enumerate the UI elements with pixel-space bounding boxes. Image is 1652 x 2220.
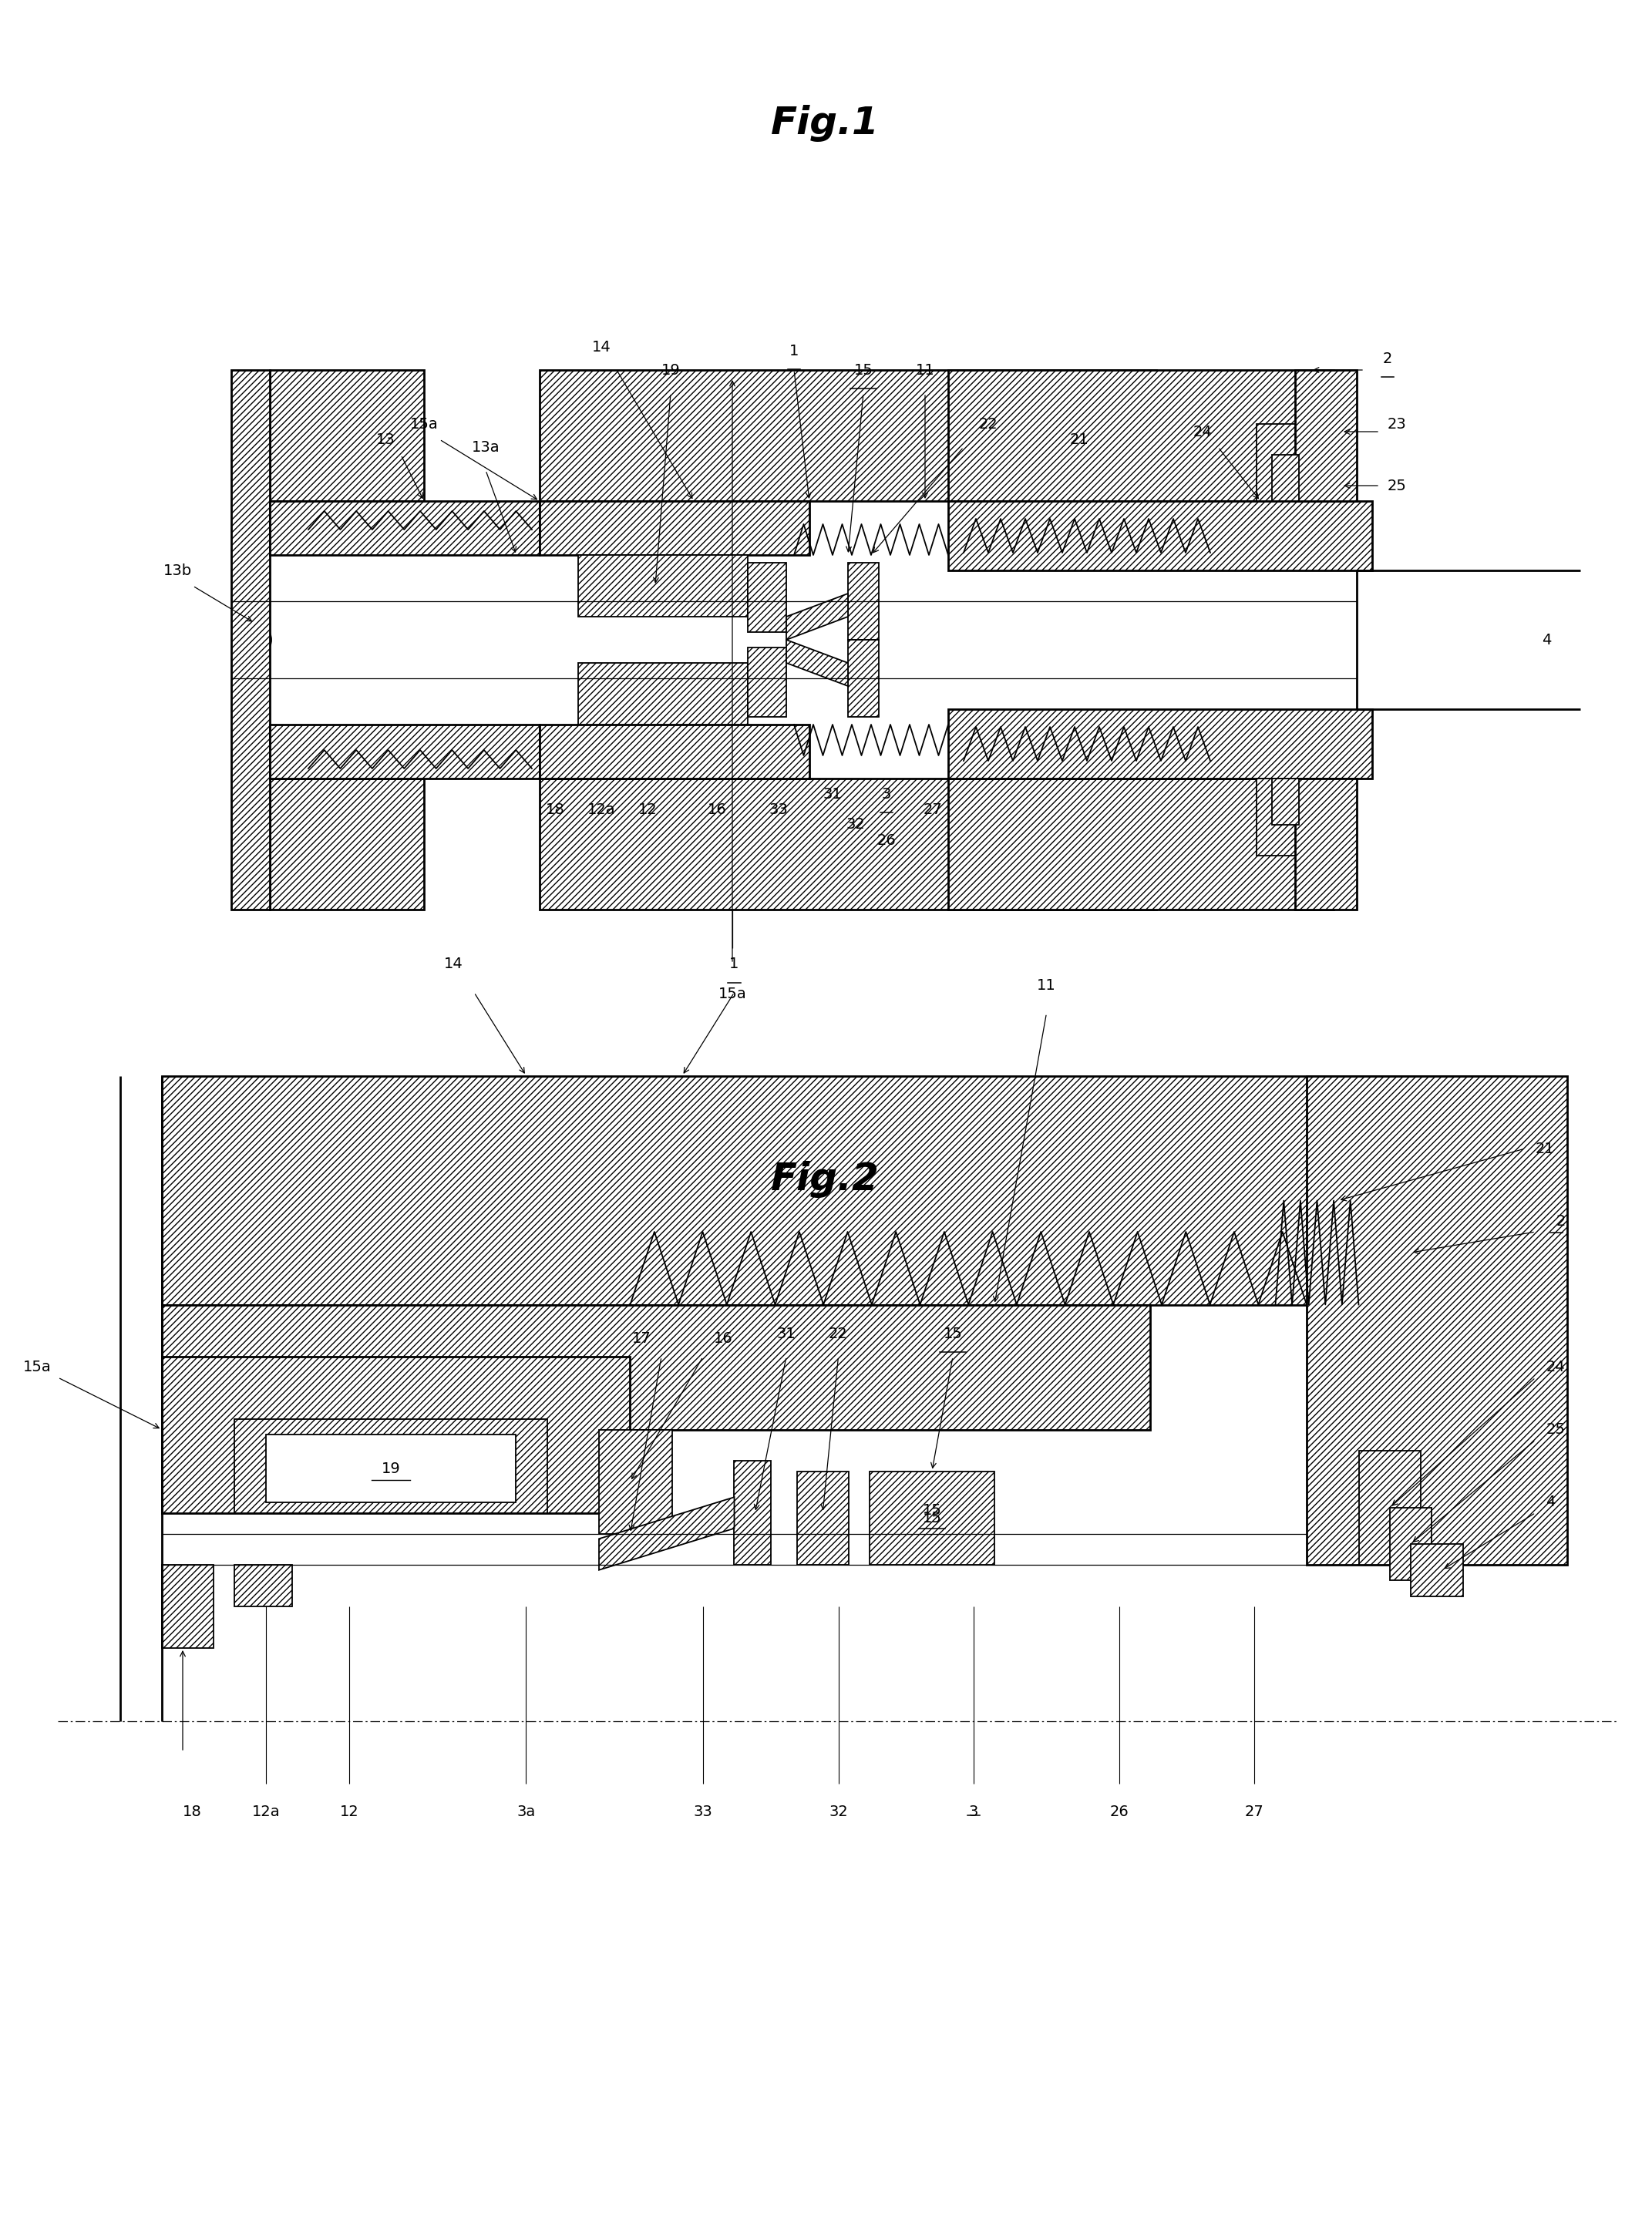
Bar	[162, 1356, 629, 1512]
Bar	[948, 708, 1373, 779]
Text: 13a: 13a	[471, 440, 501, 455]
Text: 4: 4	[1546, 1494, 1556, 1510]
Text: 2: 2	[1383, 351, 1393, 366]
Text: 25: 25	[1546, 1423, 1564, 1436]
Bar	[1389, 1507, 1432, 1581]
Bar	[540, 724, 809, 779]
Polygon shape	[786, 639, 847, 686]
Bar	[578, 555, 748, 617]
Bar	[796, 1472, 849, 1565]
Bar	[847, 639, 879, 717]
Bar	[748, 648, 786, 717]
Bar	[1272, 455, 1298, 502]
Text: 16: 16	[714, 1332, 732, 1345]
Bar	[235, 1565, 292, 1607]
Text: 33: 33	[770, 801, 788, 817]
Text: Fig.2: Fig.2	[770, 1161, 879, 1199]
Bar	[1272, 779, 1298, 826]
Text: 19: 19	[382, 1461, 400, 1476]
Text: 18: 18	[545, 801, 565, 817]
Text: 33: 33	[694, 1805, 712, 1818]
Text: 18: 18	[183, 1805, 202, 1818]
Text: 11: 11	[1037, 977, 1056, 992]
Bar	[266, 1434, 515, 1503]
Text: 21: 21	[1070, 433, 1089, 446]
Text: 2: 2	[1556, 1214, 1566, 1228]
Text: 23: 23	[1388, 417, 1406, 431]
Text: 15: 15	[922, 1510, 942, 1525]
Bar	[162, 1077, 1515, 1305]
Text: 3: 3	[968, 1805, 978, 1818]
Text: 19: 19	[661, 364, 681, 377]
Text: 3a: 3a	[517, 1805, 535, 1818]
Text: Fig.1: Fig.1	[770, 104, 879, 142]
Bar	[1307, 1077, 1566, 1565]
Text: 26: 26	[1110, 1805, 1128, 1818]
Bar	[733, 1461, 771, 1565]
Bar	[948, 371, 1333, 502]
Bar	[748, 562, 786, 633]
Bar	[540, 502, 809, 555]
Text: 1: 1	[730, 957, 738, 972]
Bar	[162, 1565, 213, 1647]
Text: 12: 12	[638, 801, 657, 817]
Text: 15a: 15a	[410, 417, 438, 431]
Text: 27: 27	[923, 801, 942, 817]
Text: 4: 4	[1541, 633, 1551, 646]
Bar	[1295, 779, 1356, 910]
Text: 15a: 15a	[23, 1359, 51, 1374]
Text: 14: 14	[591, 340, 611, 355]
Text: 22: 22	[980, 417, 998, 431]
Text: 13b: 13b	[164, 564, 192, 577]
Bar	[948, 502, 1373, 571]
Text: 17: 17	[633, 1332, 651, 1345]
Bar	[269, 724, 540, 779]
Bar	[269, 371, 425, 502]
Text: 21: 21	[1536, 1141, 1555, 1157]
Text: 32: 32	[829, 1805, 847, 1818]
Text: 14: 14	[444, 957, 463, 972]
Bar	[162, 1305, 1150, 1430]
Text: 12a: 12a	[586, 801, 616, 817]
Text: 24: 24	[1546, 1359, 1564, 1374]
Bar	[235, 1419, 547, 1512]
Bar	[948, 779, 1333, 910]
Text: 16: 16	[707, 801, 727, 817]
Text: 11: 11	[915, 364, 935, 377]
Text: 15a: 15a	[719, 986, 747, 1001]
Bar	[578, 664, 748, 724]
Bar	[1295, 371, 1356, 502]
Bar	[1257, 424, 1295, 502]
Text: 15: 15	[854, 364, 872, 377]
Polygon shape	[786, 593, 847, 639]
Text: 1: 1	[790, 344, 800, 357]
Polygon shape	[600, 1496, 733, 1570]
Bar	[540, 371, 1156, 502]
Text: 32: 32	[846, 817, 866, 832]
Bar	[1257, 779, 1295, 855]
Text: 15: 15	[943, 1325, 963, 1341]
Bar	[269, 779, 425, 910]
Text: 31: 31	[823, 786, 843, 801]
Text: 24: 24	[1193, 424, 1213, 440]
Text: 3: 3	[882, 788, 892, 801]
Bar	[269, 502, 540, 555]
Bar	[1411, 1543, 1462, 1596]
Bar	[600, 1430, 672, 1534]
Text: 12: 12	[340, 1805, 358, 1818]
Text: 15: 15	[922, 1503, 942, 1518]
Bar	[231, 371, 269, 910]
Bar	[847, 562, 879, 639]
Text: 22: 22	[829, 1325, 847, 1341]
Text: 25: 25	[1388, 477, 1408, 493]
Text: 12a: 12a	[251, 1805, 281, 1818]
Text: 27: 27	[1246, 1805, 1264, 1818]
Text: 31: 31	[776, 1325, 796, 1341]
Text: 26: 26	[877, 832, 895, 848]
Bar	[540, 779, 1156, 910]
Text: 13: 13	[377, 433, 395, 446]
Bar	[1358, 1450, 1421, 1565]
Bar	[869, 1472, 995, 1565]
